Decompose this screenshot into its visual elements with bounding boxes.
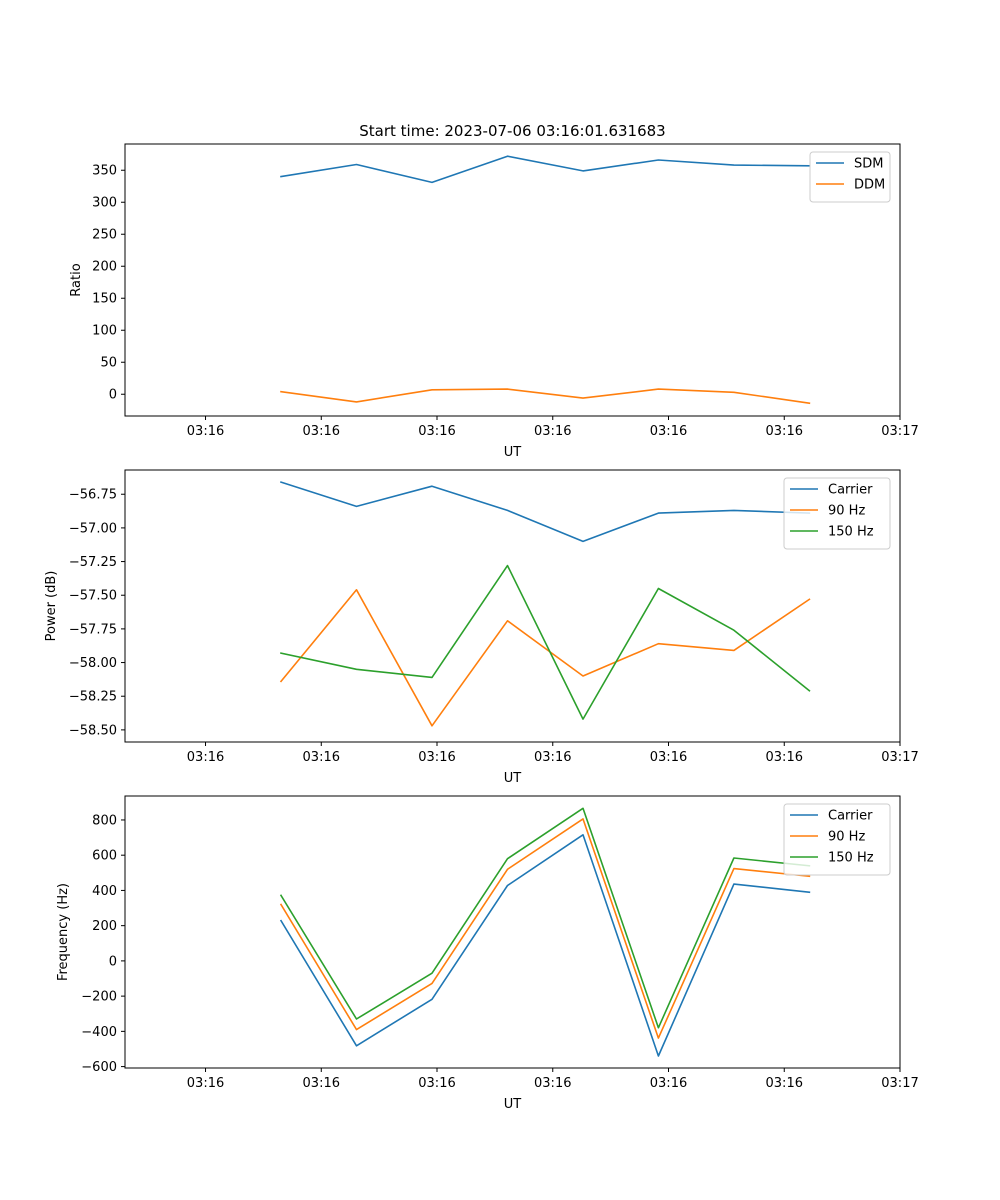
chart-panel-2: 03:16 03:16 03:16 03:16 03:16 03:16 03:17 −58.5… <box>44 469 919 786</box>
x-axis-label: UT <box>504 1097 522 1112</box>
x-tick-label: 03:16 <box>766 750 803 765</box>
y-tick-label: −200 <box>81 990 117 1005</box>
x-tick-label: 03:16 <box>418 750 455 765</box>
legend-label-150-hz: 150 Hz <box>828 851 874 866</box>
y-tick-label: 200 <box>92 919 117 934</box>
y-tick-label: −57.75 <box>69 622 117 637</box>
series-line-90-hz <box>279 588 811 727</box>
y-tick-label: 400 <box>92 884 117 899</box>
x-tick-label: 03:16 <box>303 1076 340 1091</box>
axes-frame <box>124 795 901 1069</box>
x-tick-label: 03:16 <box>187 750 224 765</box>
x-tick-label: 03:16 <box>534 424 571 439</box>
y-tick-label: 0 <box>109 388 117 403</box>
y-tick-label: −600 <box>81 1060 117 1075</box>
x-tick-label: 03:16 <box>187 424 224 439</box>
y-tick-label: 0 <box>109 954 117 969</box>
legend-label-ddm: DDM <box>854 178 885 193</box>
chart-panel-1: 03:16 03:16 03:16 03:16 03:16 03:16 03:17 0 50 10… <box>69 143 919 460</box>
y-tick-label: 50 <box>100 356 117 371</box>
legend-label-90-hz: 90 Hz <box>828 504 865 519</box>
legend-label-150-hz: 150 Hz <box>828 525 874 540</box>
x-tick-label: 03:16 <box>418 1076 455 1091</box>
y-tick-label: 100 <box>92 324 117 339</box>
x-axis-label: UT <box>504 771 522 786</box>
x-tick-label: 03:16 <box>650 750 687 765</box>
y-tick-label: 350 <box>92 164 117 179</box>
series-line-carrier <box>279 481 811 543</box>
y-tick-label: −57.50 <box>69 589 117 604</box>
y-tick-label: −400 <box>81 1025 117 1040</box>
x-tick-label: 03:17 <box>881 750 918 765</box>
y-axis-label: Power (dB) <box>44 571 59 642</box>
chart-panels: 03:16 03:16 03:16 03:16 03:16 03:16 03:17 0 50 10… <box>44 143 919 1112</box>
legend-label-carrier: Carrier <box>828 809 873 824</box>
legend-box <box>809 151 891 203</box>
series-line-150-hz <box>279 807 811 1029</box>
x-tick-label: 03:16 <box>534 1076 571 1091</box>
x-tick-label: 03:16 <box>766 424 803 439</box>
y-tick-label: −56.75 <box>69 488 117 503</box>
y-tick-label: 300 <box>92 196 117 211</box>
y-tick-label: −58.50 <box>69 723 117 738</box>
x-tick-label: 03:16 <box>187 1076 224 1091</box>
axes-frame <box>124 143 901 417</box>
x-tick-label: 03:17 <box>881 1076 918 1091</box>
series-line-150-hz <box>280 564 811 720</box>
series-line-carrier <box>279 833 811 1057</box>
series-line-90-hz <box>279 818 811 1039</box>
legend: Carrier 90 Hz 150 Hz <box>783 803 891 876</box>
y-tick-label: 600 <box>92 849 117 864</box>
x-tick-label: 03:16 <box>303 750 340 765</box>
x-axis-label: UT <box>504 445 522 460</box>
x-tick-label: 03:17 <box>881 424 918 439</box>
y-tick-label: −57.00 <box>69 521 117 536</box>
chart-panel-3: 03:16 03:16 03:16 03:16 03:16 03:16 03:17 −600 −… <box>56 795 919 1112</box>
legend-label-carrier: Carrier <box>828 483 873 498</box>
series-line-ddm <box>280 388 811 405</box>
legend: Carrier 90 Hz 150 Hz <box>783 477 891 550</box>
axes-frame <box>124 469 901 743</box>
y-tick-label: −57.25 <box>69 555 117 570</box>
y-tick-label: 150 <box>92 292 117 307</box>
y-axis-label: Frequency (Hz) <box>56 883 71 981</box>
x-tick-label: 03:16 <box>303 424 340 439</box>
y-axis-label: Ratio <box>69 263 84 296</box>
figure-title: Start time: 2023-07-06 03:16:01.631683 <box>359 122 665 140</box>
y-tick-label: −58.25 <box>69 690 117 705</box>
legend-label-90-hz: 90 Hz <box>828 830 865 845</box>
y-tick-label: 800 <box>92 813 117 828</box>
series-line-sdm <box>280 155 811 184</box>
x-tick-label: 03:16 <box>766 1076 803 1091</box>
y-tick-label: 200 <box>92 260 117 275</box>
y-tick-label: −58.00 <box>69 656 117 671</box>
x-tick-label: 03:16 <box>418 424 455 439</box>
x-tick-label: 03:16 <box>650 424 687 439</box>
legend: SDM DDM <box>809 151 891 203</box>
x-tick-label: 03:16 <box>534 750 571 765</box>
y-tick-label: 250 <box>92 228 117 243</box>
x-tick-label: 03:16 <box>650 1076 687 1091</box>
legend-label-sdm: SDM <box>854 157 883 172</box>
